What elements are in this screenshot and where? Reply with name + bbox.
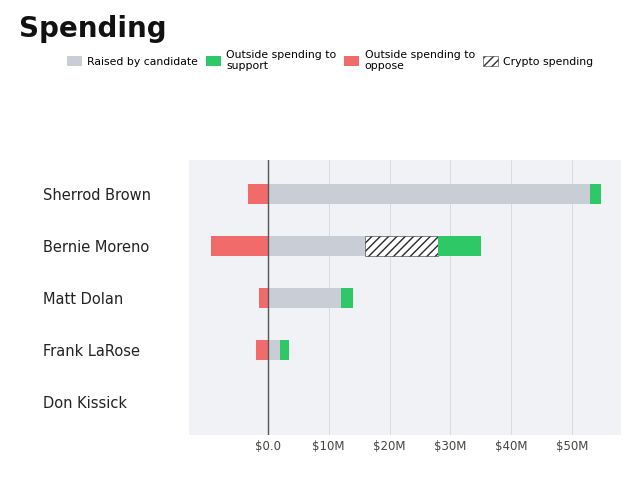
- Bar: [268, 288, 341, 308]
- Bar: [259, 288, 268, 308]
- Bar: [365, 236, 438, 255]
- Bar: [280, 340, 289, 360]
- Bar: [438, 236, 481, 255]
- Bar: [268, 184, 590, 204]
- Text: Spending: Spending: [19, 15, 167, 43]
- Bar: [341, 288, 353, 308]
- Bar: [248, 184, 268, 204]
- Bar: [590, 184, 602, 204]
- Bar: [256, 340, 268, 360]
- Legend: Raised by candidate, Outside spending to
support, Outside spending to
oppose, Cr: Raised by candidate, Outside spending to…: [63, 45, 598, 76]
- Bar: [268, 236, 365, 255]
- Bar: [211, 236, 268, 255]
- Bar: [268, 340, 280, 360]
